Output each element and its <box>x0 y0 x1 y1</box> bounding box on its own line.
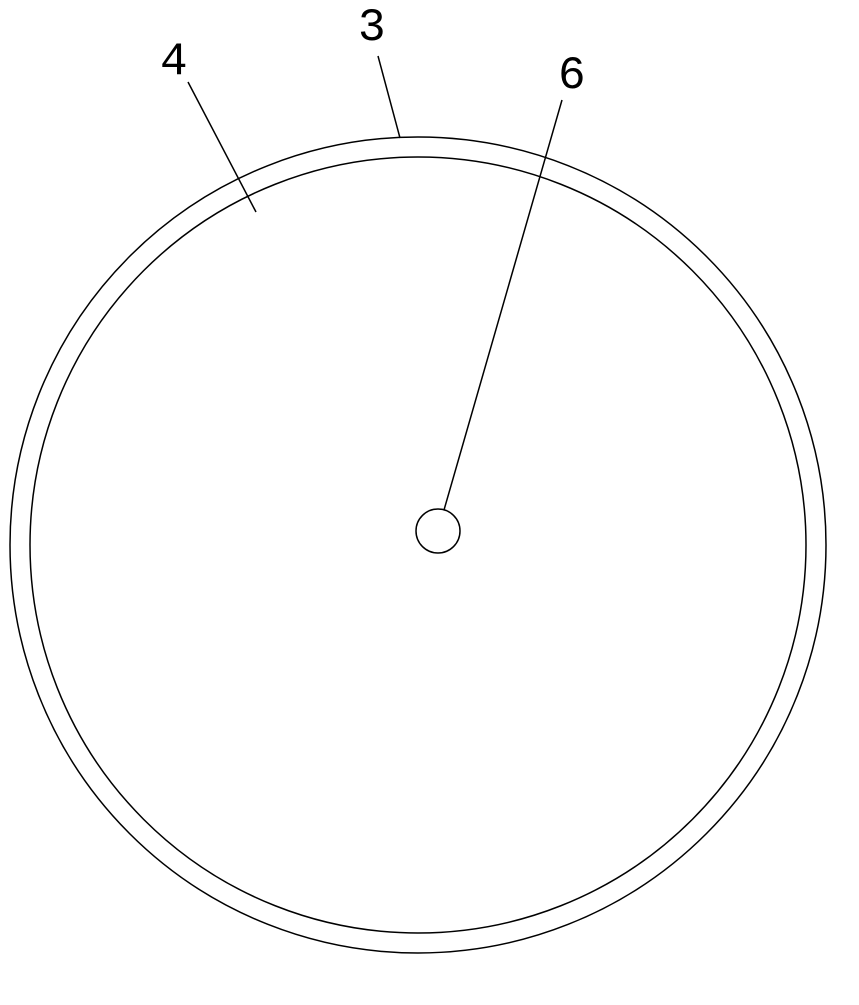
technical-diagram: 3 4 6 <box>0 0 859 1000</box>
diagram-svg <box>0 0 859 1000</box>
leader-line-4 <box>188 82 256 212</box>
callout-label-6: 6 <box>558 50 586 102</box>
center-hole-circle <box>416 509 460 553</box>
leader-line-6 <box>444 100 562 510</box>
leader-line-3 <box>378 56 400 138</box>
callout-label-4: 4 <box>160 36 188 88</box>
callout-label-3: 3 <box>358 2 386 54</box>
outer-ring-circle <box>10 137 826 953</box>
inner-ring-circle <box>30 157 806 933</box>
